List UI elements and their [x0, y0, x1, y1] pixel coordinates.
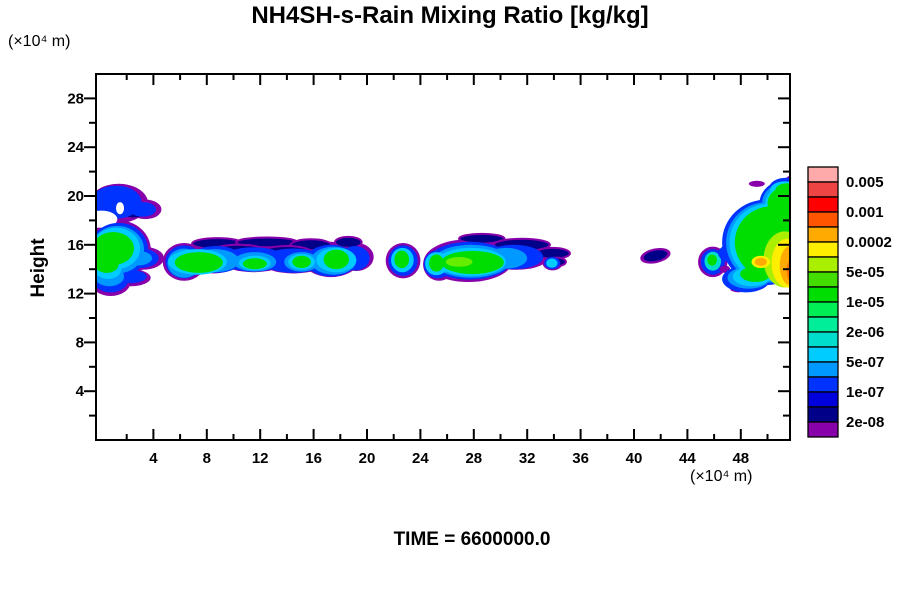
colorbar-cell — [807, 211, 839, 228]
chart-title: NH4SH-s-Rain Mixing Ratio [kg/kg] — [251, 2, 649, 29]
colorbar-label: 5e-05 — [846, 264, 884, 281]
contour-blob — [643, 250, 668, 262]
contour-blob — [429, 254, 444, 272]
cloud-right-edge-storm — [718, 175, 790, 293]
colorbar-cell — [807, 301, 839, 318]
colorbar-cell — [807, 271, 839, 288]
colorbar-label: 0.005 — [846, 174, 884, 191]
axis-ticks — [84, 74, 790, 440]
contour-blob — [394, 250, 410, 269]
contour-blob — [748, 180, 765, 187]
colorbar-cell — [807, 181, 839, 198]
y-tick-label: 16 — [67, 237, 84, 254]
colorbar-label: 2e-06 — [846, 324, 884, 341]
x-tick-label: 24 — [412, 450, 429, 467]
y-tick-label: 12 — [67, 286, 84, 303]
contour-blob — [786, 259, 790, 282]
colorbar-cell — [807, 331, 839, 348]
y-tick-label: 20 — [67, 188, 84, 205]
y-tick-label: 4 — [76, 383, 85, 400]
plot-frame — [95, 73, 791, 441]
contour-blob — [292, 255, 311, 268]
colorbar-label: 5e-07 — [846, 354, 884, 371]
colorbar-cell — [807, 166, 839, 183]
contour-blob — [323, 249, 349, 270]
contour-blob — [174, 252, 223, 273]
x-tick-label: 36 — [572, 450, 589, 467]
colorbar-cell — [807, 346, 839, 363]
colorbar-cell — [807, 421, 839, 438]
contour-blob — [96, 210, 118, 228]
x-tick-label: 16 — [305, 450, 322, 467]
contour-blob — [96, 255, 119, 273]
x-tick-label: 32 — [519, 450, 536, 467]
time-label: TIME = 6600000.0 — [393, 529, 551, 550]
colorbar-cell — [807, 406, 839, 423]
y-tick-label: 28 — [67, 90, 84, 107]
contour-blob — [441, 250, 504, 275]
x-tick-label: 28 — [465, 450, 482, 467]
contour-blob — [707, 254, 717, 266]
x-tick-label: 44 — [679, 450, 696, 467]
contour-blob — [116, 202, 125, 215]
y-tick-label: 24 — [67, 139, 84, 156]
colorbar-cell — [807, 256, 839, 273]
colorbar-label: 0.001 — [846, 204, 884, 221]
contour-blob — [242, 258, 267, 270]
colorbar-cell — [807, 241, 839, 258]
colorbar-cell — [807, 316, 839, 333]
colorbar-cell — [807, 226, 839, 243]
contour-blob — [775, 183, 790, 197]
contour-blob — [740, 266, 771, 283]
colorbar-cell — [807, 196, 839, 213]
cloud-field — [96, 175, 790, 297]
x-tick-label: 20 — [359, 450, 376, 467]
cloud-navy-comma — [640, 247, 671, 264]
contour-blob — [754, 257, 767, 266]
x-tick-label: 12 — [252, 450, 269, 467]
contour-blob — [445, 257, 473, 267]
colorbar-cell — [807, 286, 839, 303]
y-axis-unit-label: (×10⁴ m) — [8, 33, 71, 50]
y-tick-label: 8 — [76, 334, 84, 351]
colorbar-label: 0.0002 — [846, 234, 892, 251]
x-tick-label: 4 — [149, 450, 158, 467]
colorbar-label: 1e-05 — [846, 294, 884, 311]
cloud-band-center — [423, 232, 571, 283]
cloud-left-edge-cloud — [96, 183, 165, 297]
colorbar-cell — [807, 376, 839, 393]
x-tick-label: 40 — [626, 450, 643, 467]
colorbar: 0.005 0.001 0.0002 5e-05 1e-05 2e-06 5e-07 1e-0… — [807, 166, 892, 438]
x-tick-label: 48 — [732, 450, 749, 467]
colorbar-cell — [807, 391, 839, 408]
cloud-long-band-west — [162, 235, 374, 281]
contour-blob — [129, 202, 157, 217]
colorbar-label: 2e-08 — [846, 414, 884, 431]
colorbar-cell — [807, 361, 839, 378]
colorbar-label: 1e-07 — [846, 384, 884, 401]
x-axis-unit-label: (×10⁴ m) — [690, 468, 753, 485]
cloud-small-ring-blob — [385, 242, 421, 279]
x-tick-label: 8 — [203, 450, 211, 467]
contour-blob — [546, 258, 558, 268]
